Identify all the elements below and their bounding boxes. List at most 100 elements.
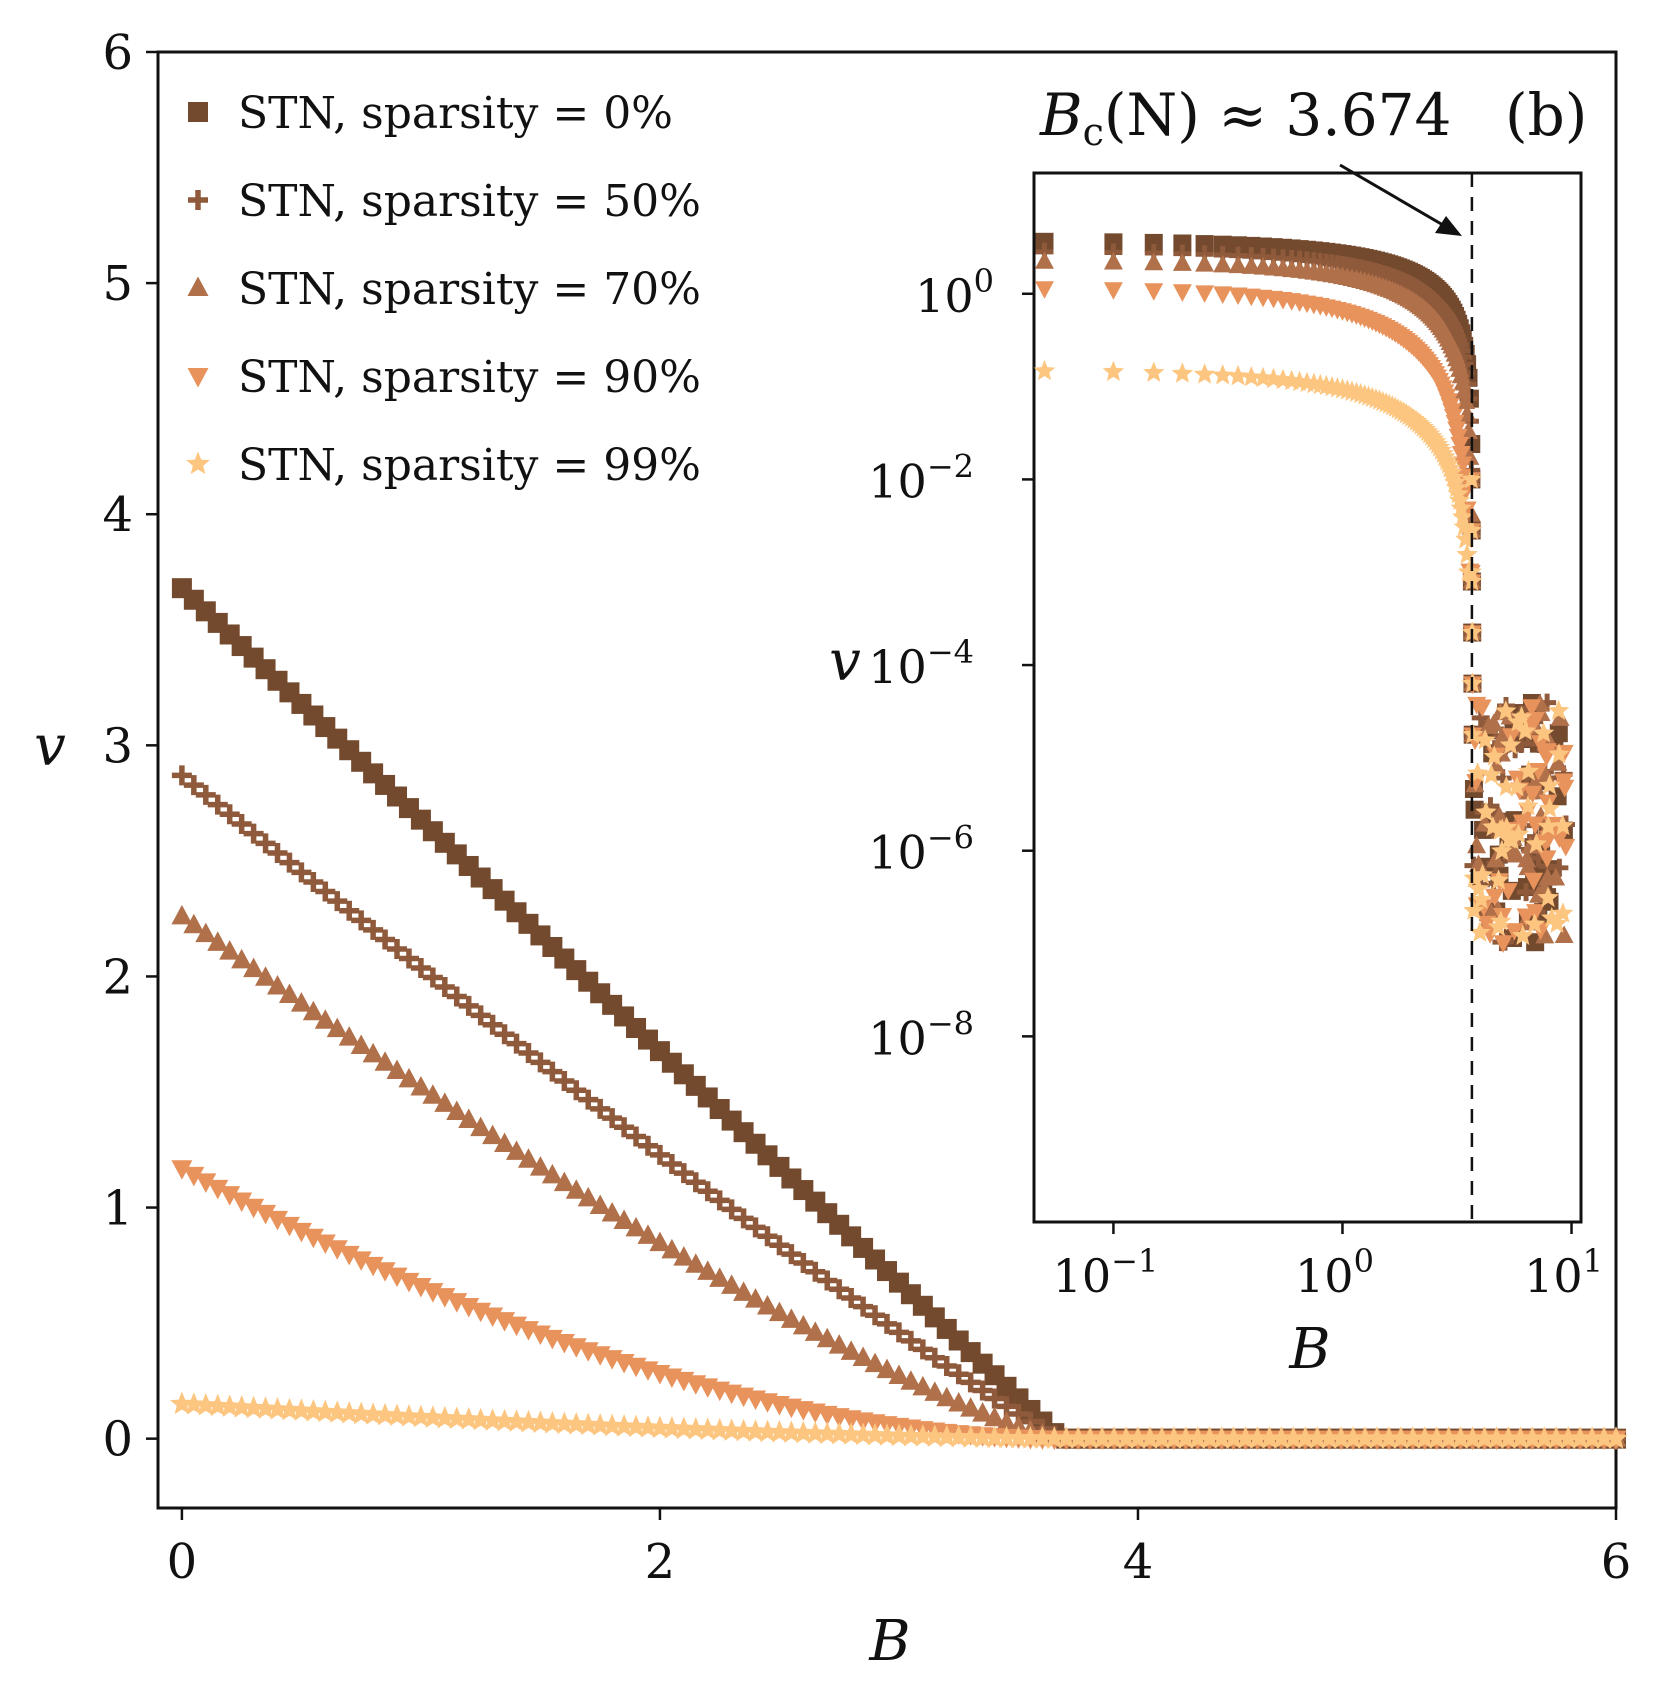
data-point <box>362 1042 384 1063</box>
data-point <box>577 1186 599 1207</box>
data-point <box>506 1140 528 1160</box>
data-point <box>458 995 479 1016</box>
data-point <box>994 1425 1019 1449</box>
data-point <box>1537 886 1559 907</box>
data-point <box>649 1144 670 1165</box>
legend-marker <box>186 451 210 475</box>
x-tick-label: 4 <box>1123 1534 1154 1590</box>
data-point <box>1035 232 1054 251</box>
data-point <box>1525 816 1545 835</box>
data-point <box>637 1135 658 1156</box>
data-point <box>1454 381 1474 399</box>
inset-plot-frame <box>1032 171 1583 1224</box>
data-point <box>769 1235 790 1256</box>
data-point <box>601 1202 623 1222</box>
data-point <box>948 1392 970 1412</box>
data-point <box>1450 497 1472 518</box>
data-point <box>1535 834 1555 852</box>
data-point <box>554 1070 575 1091</box>
data-point <box>565 1179 587 1199</box>
inset-y-axis-label: v <box>829 629 861 694</box>
data-point <box>600 1413 624 1437</box>
data-point <box>207 931 229 951</box>
inset-series-4 <box>1033 359 1574 945</box>
data-point <box>337 1400 362 1424</box>
data-point <box>1114 1426 1138 1449</box>
y-tick-label: 5 <box>102 256 133 312</box>
data-point <box>434 977 455 998</box>
data-point <box>410 958 431 979</box>
legend-label: STN, sparsity = 90% <box>238 352 701 403</box>
data-point <box>171 904 193 925</box>
data-point <box>888 1364 910 1384</box>
data-point <box>1035 281 1054 299</box>
data-point <box>1506 776 1528 797</box>
data-point <box>182 1392 206 1415</box>
data-point <box>841 1288 862 1308</box>
data-point <box>578 1089 599 1110</box>
data-point <box>1195 285 1215 303</box>
data-point <box>1526 711 1545 730</box>
data-point <box>1477 915 1497 934</box>
data-point <box>709 1190 730 1211</box>
annotation-text: Bc(N) ≈ 3.674 <box>1039 81 1451 154</box>
data-point <box>936 1356 957 1377</box>
data-point <box>1490 910 1512 931</box>
data-point <box>326 1017 348 1038</box>
data-point <box>1520 1426 1545 1449</box>
inset-data-points <box>1033 232 1576 953</box>
data-point <box>673 1163 694 1184</box>
data-point <box>803 1421 828 1444</box>
data-point <box>1103 251 1123 270</box>
data-point <box>719 1418 744 1441</box>
data-point <box>1209 1426 1234 1449</box>
data-point <box>791 1420 816 1444</box>
data-point <box>241 1395 266 1419</box>
data-point <box>1517 795 1539 816</box>
data-point <box>1126 1426 1150 1449</box>
legend-entry: STN, sparsity = 90% <box>187 352 701 403</box>
data-point <box>757 1226 778 1247</box>
data-point <box>315 881 336 902</box>
data-point <box>1228 287 1248 306</box>
data-point <box>840 1340 862 1360</box>
data-point <box>1449 489 1471 510</box>
data-point <box>361 1402 385 1425</box>
data-point <box>589 1194 611 1214</box>
data-point <box>996 1411 1018 1431</box>
data-point <box>278 983 300 1004</box>
data-point <box>301 1399 326 1422</box>
data-point <box>972 1402 994 1422</box>
data-point <box>374 1051 396 1071</box>
data-point <box>1173 234 1192 253</box>
data-point <box>1233 1426 1258 1449</box>
legend-label: STN, sparsity = 70% <box>238 264 701 315</box>
data-point <box>1549 724 1568 743</box>
data-point <box>1456 543 1478 564</box>
data-point <box>243 1198 265 1219</box>
data-point <box>827 1421 852 1445</box>
data-point <box>924 1347 945 1368</box>
data-point <box>325 1400 350 1423</box>
data-point <box>853 1296 874 1317</box>
data-point <box>851 1422 875 1446</box>
data-point <box>1241 256 1261 274</box>
data-point <box>243 957 265 978</box>
data-point <box>1537 815 1559 836</box>
data-point <box>1486 849 1506 868</box>
data-point <box>170 1391 194 1415</box>
data-point <box>1548 753 1568 771</box>
data-point <box>229 1395 254 1418</box>
legend-entry: STN, sparsity = 70% <box>187 264 701 315</box>
data-point <box>1365 1426 1389 1449</box>
data-point <box>494 1132 516 1153</box>
data-point <box>1195 235 1214 254</box>
data-point <box>1518 857 1538 876</box>
data-point <box>613 1209 635 1230</box>
main-x-axis-label: B <box>868 1609 910 1674</box>
data-point <box>1221 1426 1246 1449</box>
data-point <box>1262 367 1285 389</box>
data-point <box>422 1084 444 1104</box>
data-point <box>1528 763 1548 781</box>
data-point <box>183 775 204 796</box>
